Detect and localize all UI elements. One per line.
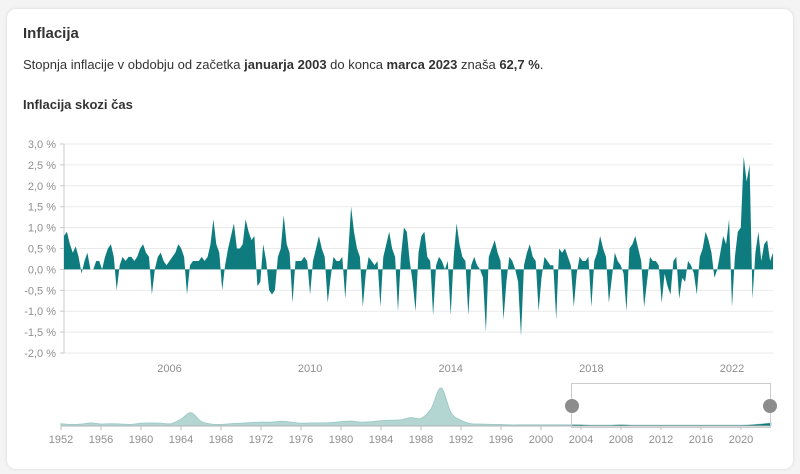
main-chart-svg[interactable]: 3,0 % 2,5 % 2,0 % 1,5 % 1,0 % 0,5 % 0,0 % -0,5 … <box>7 131 794 381</box>
overview-tick-label: 1996 <box>489 434 513 446</box>
y-tick-label: -1,5 % <box>24 327 56 339</box>
y-tick-label: 1,0 % <box>28 223 56 235</box>
y-tick-label: -1,0 % <box>24 306 56 318</box>
overview-tick-label: 1952 <box>49 434 73 446</box>
overview-tick-label: 2004 <box>569 434 593 446</box>
overview-tick-label: 1956 <box>89 434 113 446</box>
summary-part: . <box>539 57 544 72</box>
x-tick-label: 2022 <box>720 363 744 375</box>
summary-start-date: januarja 2003 <box>244 57 327 72</box>
y-tick-label: 0,5 % <box>28 244 56 256</box>
overview-tick-label: 1988 <box>409 434 433 446</box>
overview-tick-label: 1972 <box>249 434 273 446</box>
summary-part: znaša <box>457 57 500 72</box>
page-title: Inflacija <box>23 25 79 42</box>
summary-text: Stopnja inflacije v obdobju od začetka j… <box>23 57 543 72</box>
content-card: Inflacija Stopnja inflacije v obdobju od… <box>6 8 794 470</box>
brush-selection[interactable] <box>565 383 777 428</box>
x-tick-label: 2010 <box>298 363 322 375</box>
x-tick-label: 2018 <box>579 363 603 375</box>
overview-chart[interactable]: 1952 1956 1960 1964 1968 1972 1976 1980 1984 1988… <box>7 379 794 470</box>
y-tick-label: -0,5 % <box>24 285 56 297</box>
summary-end-date: marca 2023 <box>386 57 458 72</box>
y-tick-label: 0,0 % <box>28 264 56 276</box>
overview-tick-label: 1980 <box>329 434 353 446</box>
brush-handle-left[interactable] <box>565 398 579 413</box>
y-tick-label: -2,0 % <box>24 348 56 360</box>
overview-tick-label: 2012 <box>649 434 673 446</box>
overview-tick-label: 1964 <box>169 434 193 446</box>
main-area-series[interactable] <box>64 156 773 337</box>
overview-area-selected[interactable] <box>61 388 771 426</box>
overview-chart-svg[interactable]: 1952 1956 1960 1964 1968 1972 1976 1980 1984 1988… <box>7 379 794 470</box>
main-chart[interactable]: 3,0 % 2,5 % 2,0 % 1,5 % 1,0 % 0,5 % 0,0 % -0,5 … <box>7 131 794 381</box>
overview-tick-label: 1960 <box>129 434 153 446</box>
overview-tick-label: 2008 <box>609 434 633 446</box>
y-tick-label: 2,5 % <box>28 160 56 172</box>
x-tick-label: 2006 <box>157 363 181 375</box>
summary-total-value: 62,7 % <box>499 57 540 72</box>
y-tick-label: 2,0 % <box>28 181 56 193</box>
overview-tick-label: 1976 <box>289 434 313 446</box>
overview-tick-label: 1968 <box>209 434 233 446</box>
y-tick-label: 3,0 % <box>28 139 56 151</box>
summary-part: Stopnja inflacije v obdobju od začetka <box>23 57 245 72</box>
summary-part: do konca <box>326 57 387 72</box>
x-tick-label: 2014 <box>438 363 462 375</box>
overview-tick-label: 2000 <box>529 434 553 446</box>
chart-title: Inflacija skozi čas <box>23 97 133 112</box>
overview-tick-label: 1984 <box>369 434 393 446</box>
brush-handle-right[interactable] <box>763 398 777 413</box>
overview-tick-label: 2016 <box>689 434 713 446</box>
y-tick-label: 1,5 % <box>28 202 56 214</box>
overview-tick-label: 1992 <box>449 434 473 446</box>
overview-tick-label: 2020 <box>729 434 753 446</box>
